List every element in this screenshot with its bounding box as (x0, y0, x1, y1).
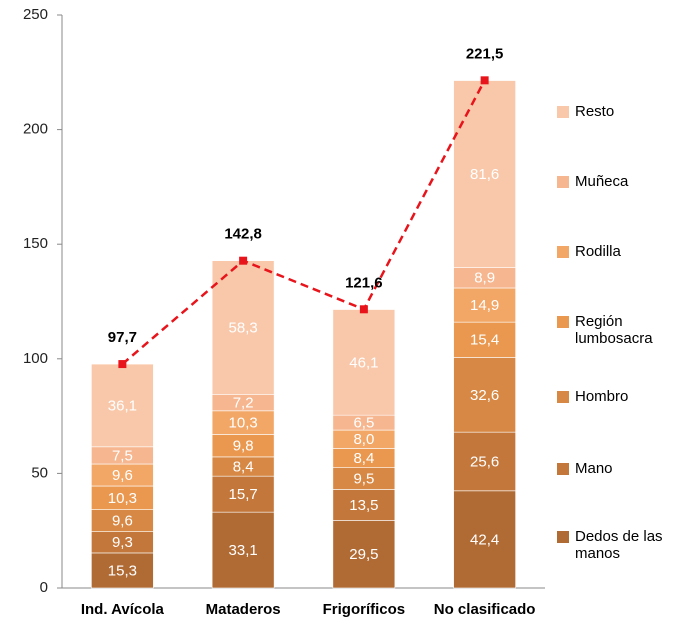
value-label: 10,3 (108, 490, 137, 507)
legend-label: Resto (575, 103, 615, 120)
value-label: 36,1 (108, 397, 137, 414)
bar-segment (453, 431, 516, 492)
legend-swatch (557, 531, 569, 543)
x-tick-label: Mataderos (206, 601, 281, 617)
legend-label: Dedos de las manos (575, 528, 663, 562)
legend-item: Hombro (557, 388, 682, 405)
value-label: 9,8 (233, 438, 254, 455)
legend-swatch (557, 176, 569, 188)
legend-swatch (557, 463, 569, 475)
legend-label: Mano (575, 460, 613, 477)
bar-segment (332, 309, 396, 416)
total-marker (239, 256, 248, 265)
total-line (121, 79, 486, 366)
value-label: 7,2 (233, 395, 254, 412)
legend-item: Mano (557, 460, 682, 477)
value-label: 10,3 (229, 415, 258, 432)
y-tick-label: 200 (23, 121, 48, 138)
y-tick-label: 100 (23, 350, 48, 367)
value-label: 9,3 (112, 534, 133, 551)
value-label: 33,1 (229, 542, 258, 559)
value-label: 6,5 (353, 415, 374, 432)
value-label: 8,4 (233, 458, 254, 475)
value-label: 42,4 (470, 531, 499, 548)
x-tick-label: Ind. Avícola (81, 601, 165, 617)
total-marker (480, 76, 489, 85)
legend-label: Muñeca (575, 173, 629, 190)
legend-label: Hombro (575, 388, 629, 405)
value-label: 8,4 (353, 450, 374, 467)
legend-item: Rodilla (557, 243, 682, 260)
legend-item: Dedos de las manos (557, 528, 682, 562)
value-label: 14,9 (470, 297, 499, 314)
legend-item: Resto (557, 103, 682, 120)
bar-segment (211, 511, 275, 589)
total-label: 121,6 (345, 274, 383, 291)
bar-segment (332, 489, 396, 521)
value-label: 9,5 (353, 471, 374, 488)
y-tick-label: 0 (40, 579, 48, 596)
value-label: 81,6 (470, 166, 499, 183)
bar-segment (453, 490, 516, 589)
value-label: 58,3 (229, 319, 258, 336)
total-label: 221,5 (466, 45, 504, 62)
value-label: 25,6 (470, 453, 499, 470)
value-label: 46,1 (349, 354, 378, 371)
legend-swatch (557, 316, 569, 328)
bar-segment (453, 321, 516, 358)
y-tick-label: 250 (23, 6, 48, 23)
legend-swatch (557, 391, 569, 403)
value-label: 9,6 (112, 513, 133, 530)
x-tick-label: Frigoríficos (323, 601, 406, 617)
bar-segment (91, 363, 154, 448)
bar-segment (211, 260, 275, 395)
legend-swatch (557, 106, 569, 118)
value-label: 15,4 (470, 332, 499, 349)
bar-segment (211, 475, 275, 513)
y-tick-label: 50 (31, 464, 48, 481)
value-label: 7,5 (112, 447, 133, 464)
bar-segment (453, 80, 516, 268)
value-label: 13,5 (349, 497, 378, 514)
legend-swatch (557, 246, 569, 258)
value-label: 15,3 (108, 562, 137, 579)
legend-label: Rodilla (575, 243, 621, 260)
x-tick-label: No clasificado (434, 601, 536, 617)
legend-item: Muñeca (557, 173, 682, 190)
value-label: 8,9 (474, 270, 495, 287)
value-label: 29,5 (349, 546, 378, 563)
bar-segment (332, 520, 396, 589)
bar-segment (91, 552, 154, 589)
legend-label: Región lumbosacra (575, 313, 653, 347)
total-marker (118, 360, 127, 369)
value-label: 8,0 (353, 431, 374, 448)
value-label: 15,7 (229, 486, 258, 503)
bar-segment (453, 357, 516, 433)
value-label: 9,6 (112, 467, 133, 484)
bar-segment (453, 287, 516, 323)
total-label: 97,7 (108, 329, 137, 346)
legend-item: Región lumbosacra (557, 313, 682, 347)
total-label: 142,8 (224, 226, 262, 243)
y-tick-label: 150 (23, 235, 48, 252)
total-marker (359, 305, 368, 314)
value-label: 32,6 (470, 387, 499, 404)
